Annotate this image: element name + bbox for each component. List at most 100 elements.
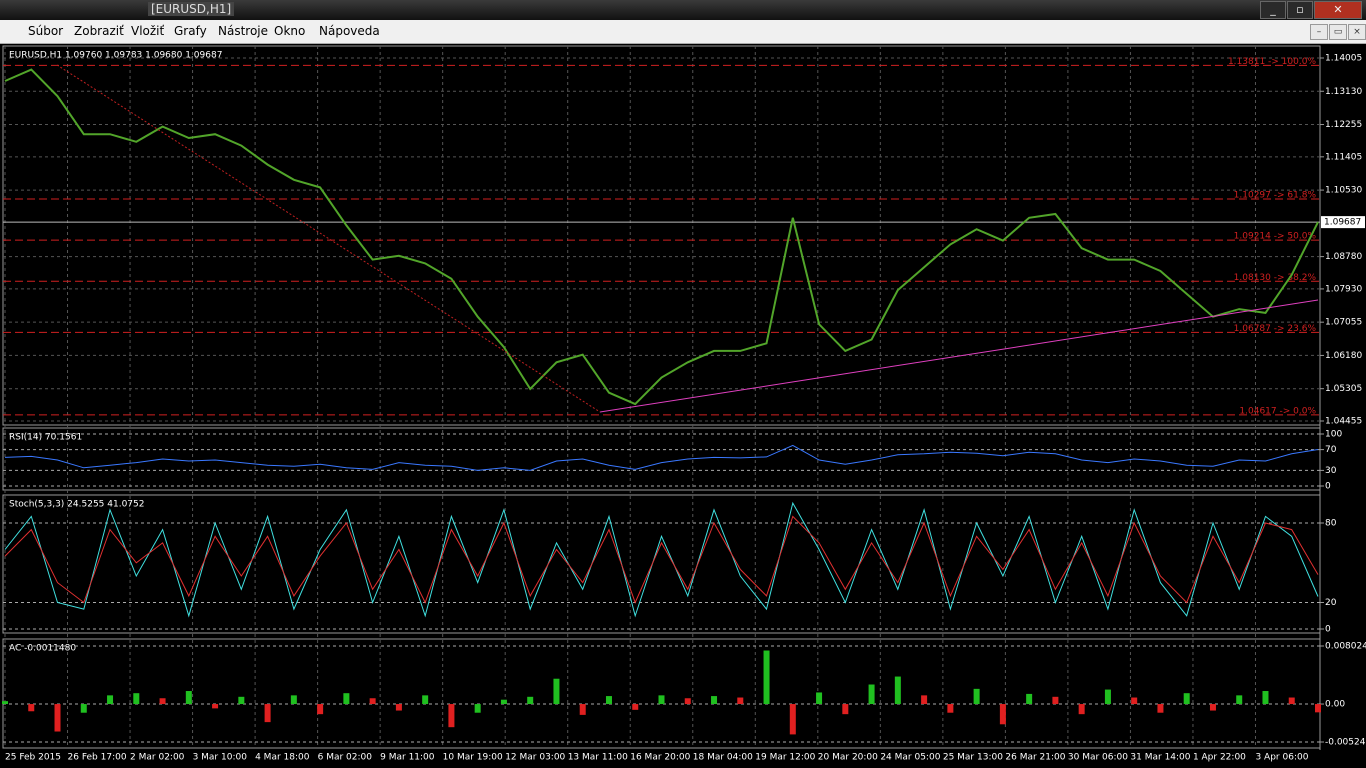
ac-bar xyxy=(1209,704,1216,711)
ac-bar xyxy=(973,688,980,705)
ac-bar xyxy=(921,695,928,705)
panel-title: AC -0.0011480 xyxy=(9,644,76,654)
child-close[interactable]: × xyxy=(1348,24,1366,40)
y-tick-label: 1.07930 xyxy=(1325,284,1362,294)
time-label: 26 Feb 17:00 xyxy=(68,753,127,763)
y-tick-label: 20 xyxy=(1325,598,1337,608)
y-tick-label: 70 xyxy=(1325,445,1337,455)
fib-label: 1.06787 -> 23.6% xyxy=(1234,324,1317,334)
fib-label: 1.08130 -> 38.2% xyxy=(1234,273,1317,283)
ac-bar xyxy=(579,704,586,715)
time-label: 9 Mar 11:00 xyxy=(380,753,435,763)
series-line xyxy=(4,68,1319,406)
ac-bar xyxy=(422,695,429,705)
time-label: 19 Mar 12:00 xyxy=(755,753,815,763)
ac-bar xyxy=(947,704,954,713)
ac-bar xyxy=(894,676,901,705)
series-line xyxy=(4,515,1319,604)
menu-item[interactable]: Súbor xyxy=(28,24,64,38)
time-label: 3 Apr 06:00 xyxy=(1255,753,1308,763)
child-restore[interactable]: ▭ xyxy=(1329,24,1347,40)
menu-item[interactable]: Zobraziť xyxy=(74,24,124,38)
ac-bar xyxy=(1262,691,1269,705)
y-tick-label: 1.07055 xyxy=(1325,318,1362,328)
time-label: 3 Mar 10:00 xyxy=(193,753,248,763)
time-label: 25 Feb 2015 xyxy=(5,753,61,763)
menu-item[interactable]: Nástroje xyxy=(218,24,269,38)
maximize-button[interactable]: ▫ xyxy=(1287,1,1313,19)
time-label: 2 Mar 02:00 xyxy=(130,753,185,763)
minimize-button[interactable]: _ xyxy=(1260,1,1286,19)
ac-bar xyxy=(343,693,350,705)
ac-bar xyxy=(553,678,560,705)
time-label: 13 Mar 11:00 xyxy=(568,753,628,763)
panel-title: RSI(14) 70.1561 xyxy=(9,433,82,443)
time-label: 25 Mar 13:00 xyxy=(943,753,1003,763)
menu-item[interactable]: Vložiť xyxy=(131,24,165,38)
close-button[interactable]: ✕ xyxy=(1314,1,1362,19)
ac-bar xyxy=(1183,693,1190,705)
window-title: [EURUSD,H1] xyxy=(148,2,235,16)
ac-bar xyxy=(789,704,796,735)
ac-bar xyxy=(54,704,61,732)
ac-bar xyxy=(816,692,823,705)
y-tick-label: 1.13130 xyxy=(1325,87,1362,97)
menu-item[interactable]: Okno xyxy=(274,24,306,38)
y-tick-label: 1.04455 xyxy=(1325,417,1362,427)
time-label: 16 Mar 20:00 xyxy=(630,753,690,763)
y-tick-label: 1.06180 xyxy=(1325,351,1362,361)
ac-bar xyxy=(107,695,114,705)
ac-bar xyxy=(212,704,219,709)
trend-line-dotted xyxy=(56,64,601,413)
ac-bar xyxy=(868,684,875,705)
ac-bar xyxy=(1288,697,1295,705)
y-tick-label: 1.10530 xyxy=(1325,186,1362,196)
panel-frame xyxy=(2,494,1321,634)
panel-title: EURUSD,H1 1.09760 1.09783 1.09680 1.0968… xyxy=(9,51,222,61)
ac-bar xyxy=(317,704,324,715)
time-label: 24 Mar 05:00 xyxy=(880,753,940,763)
time-label: 10 Mar 19:00 xyxy=(443,753,503,763)
y-tick-label: 1.12255 xyxy=(1325,120,1362,130)
current-price-box xyxy=(1321,216,1365,229)
time-label: 6 Mar 02:00 xyxy=(318,753,373,763)
menu-bar: Súbor Zobraziť Vložiť Grafy Nástroje Okno Nápo… xyxy=(0,20,1366,44)
y-tick-label: 1.08780 xyxy=(1325,252,1362,262)
ac-bar xyxy=(238,696,245,705)
time-label: 26 Mar 21:00 xyxy=(1005,753,1065,763)
panel-frame xyxy=(2,45,1321,426)
y-tick-label: 80 xyxy=(1325,519,1337,529)
fib-label: 1.13811 -> 100.0% xyxy=(1228,57,1316,67)
ac-bar xyxy=(369,698,376,705)
ac-bar xyxy=(737,697,744,705)
ac-bar xyxy=(1315,704,1321,713)
y-tick-label: 30 xyxy=(1325,466,1337,476)
menu-item[interactable]: Grafy xyxy=(174,24,207,38)
panel-title: Stoch(5,3,3) 24.5255 41.0752 xyxy=(9,500,144,510)
panel-frame xyxy=(2,427,1321,491)
menu-item[interactable]: Nápoveda xyxy=(319,24,380,38)
y-tick-label: 100 xyxy=(1325,430,1342,440)
y-tick-label: 1.14005 xyxy=(1325,54,1362,64)
fib-label: 1.09214 -> 50.0% xyxy=(1234,232,1317,242)
y-tick-label: 0.00 xyxy=(1325,700,1345,710)
title-bar: [EURUSD,H1] _ ▫ ✕ xyxy=(0,0,1366,20)
ac-bar xyxy=(1131,697,1138,705)
ac-bar xyxy=(500,699,507,705)
ac-bar xyxy=(2,701,8,705)
y-tick-label: 1.05305 xyxy=(1325,384,1362,394)
time-label: 12 Mar 03:00 xyxy=(505,753,565,763)
series-line xyxy=(4,444,1319,471)
ac-bar xyxy=(1157,704,1164,713)
time-label: 18 Mar 04:00 xyxy=(693,753,753,763)
time-label: 4 Mar 18:00 xyxy=(255,753,310,763)
child-minimize[interactable]: – xyxy=(1310,24,1328,40)
ac-bar xyxy=(842,704,849,715)
time-label: 20 Mar 20:00 xyxy=(818,753,878,763)
series-line xyxy=(4,501,1319,618)
ac-bar xyxy=(1052,696,1059,705)
ac-bar xyxy=(605,696,612,705)
ac-bar xyxy=(1236,695,1243,705)
fib-label: 1.10297 -> 61.8% xyxy=(1234,190,1317,200)
ac-bar xyxy=(632,704,639,710)
